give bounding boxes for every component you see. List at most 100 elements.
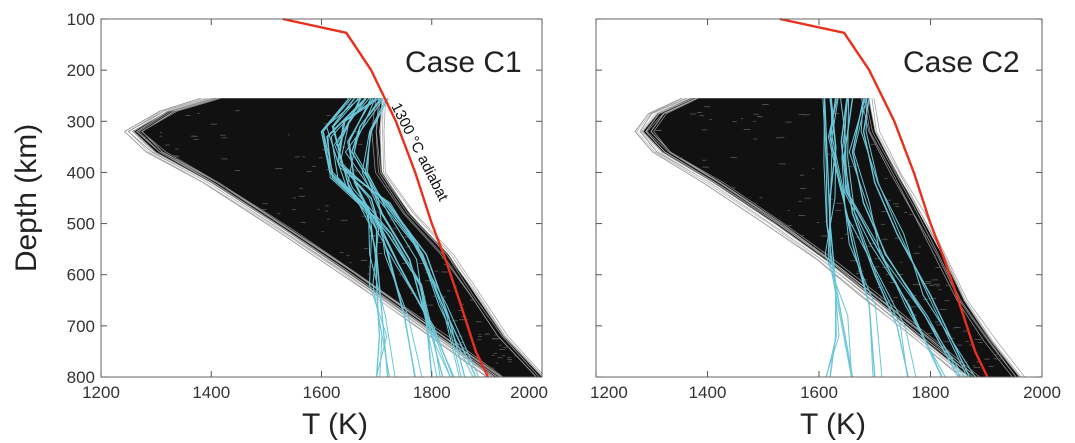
ensemble-speckle: [502, 355, 506, 357]
ensemble-speckle: [799, 188, 806, 189]
selected-profile-line: [325, 97, 460, 377]
selected-profile-line: [332, 98, 451, 377]
ensemble-speckle: [740, 118, 744, 119]
ensemble-speckle: [326, 218, 330, 220]
ensemble-speckle: [913, 252, 920, 254]
ensemble-speckle: [973, 367, 980, 368]
ensemble-speckle: [373, 211, 379, 213]
ensemble-speckle: [778, 163, 786, 165]
ensemble-speckle: [299, 187, 303, 189]
selected-profile-line: [827, 98, 874, 377]
ensemble-speckle: [889, 282, 896, 284]
ensemble-speckle: [955, 326, 958, 328]
ensemble-speckle: [291, 209, 296, 211]
selected-profile-line: [831, 98, 883, 377]
ensemble-speckle: [360, 260, 368, 261]
ensemble-speckle: [976, 361, 980, 363]
ensemble-speckle: [804, 197, 811, 199]
selected-profile-line: [348, 97, 381, 377]
ensemble-speckle: [955, 327, 961, 328]
ensemble-speckle: [383, 186, 391, 188]
ensemble-edge-profile: [375, 98, 537, 377]
ensemble-speckle: [210, 123, 217, 125]
ensemble-speckle: [799, 174, 805, 176]
x-tick-label: 1200: [590, 383, 628, 402]
ensemble-speckle: [931, 279, 939, 281]
y-axis-ticks: [596, 18, 1042, 378]
ensemble-speckle: [875, 266, 880, 268]
ensemble-speckle: [900, 261, 903, 263]
y-tick-label: 500: [67, 215, 95, 234]
ensemble-speckle: [870, 143, 875, 145]
ensemble-speckle: [731, 187, 736, 189]
ensemble-speckle: [354, 131, 361, 132]
y-tick-label: 400: [67, 163, 95, 182]
ensemble-speckle: [160, 132, 163, 133]
x-tick-label: 1600: [800, 383, 838, 402]
x-tick-label: 2000: [1023, 383, 1061, 402]
ensemble-speckle: [317, 208, 320, 210]
ensemble-speckle: [787, 210, 790, 211]
ensemble-speckle: [475, 321, 482, 323]
ensemble-speckle: [441, 257, 445, 259]
ensemble-speckle: [912, 284, 920, 285]
ensemble-edge-profile: [641, 97, 970, 377]
ensemble-speckle: [881, 211, 887, 212]
ensemble-edge-profile: [382, 98, 542, 377]
ensemble-speckle: [912, 314, 918, 316]
ensemble-edge-profile: [636, 97, 964, 377]
ensemble-speckle: [759, 197, 763, 199]
ensemble-speckle: [378, 253, 383, 254]
ensemble-speckle: [730, 157, 737, 158]
ensemble-speckle: [165, 144, 170, 146]
ensemble-speckle: [339, 252, 344, 253]
selected-profile-line: [860, 98, 976, 377]
ensemble-speckle: [503, 346, 509, 348]
ensemble-speckle: [803, 114, 811, 116]
ensemble-speckle: [995, 358, 1002, 360]
selected-profile-line: [330, 97, 454, 377]
ensemble-speckle: [785, 121, 792, 123]
ensemble-speckle: [856, 273, 860, 274]
y-tick-label: 800: [67, 368, 95, 387]
ensemble-speckle: [828, 244, 834, 246]
ensemble-speckle: [874, 258, 881, 260]
ensemble-speckle: [277, 213, 281, 215]
x-tick-label: 1800: [413, 383, 451, 402]
ensemble-speckle: [427, 304, 434, 306]
ensemble-speckle: [175, 156, 180, 157]
ensemble-edge-profile: [871, 98, 1022, 377]
ensemble-speckle: [432, 295, 436, 297]
ensemble-speckle: [934, 254, 937, 256]
ensemble-speckle: [925, 281, 932, 283]
ensemble-speckle: [850, 260, 857, 262]
ensemble-edge-profile: [868, 98, 1020, 377]
selected-profile-line: [843, 98, 909, 377]
selected-profile-line: [862, 98, 971, 377]
ensemble-speckle: [292, 197, 296, 199]
ensemble-edge-profile: [140, 97, 504, 377]
ensemble-speckle: [820, 252, 826, 254]
ensemble-edge-profile: [383, 98, 542, 375]
selected-profile-line: [840, 98, 943, 377]
ensemble-speckle: [884, 178, 888, 179]
ensemble-speckle: [918, 246, 921, 248]
ensemble-speckle: [867, 245, 872, 247]
ensemble-speckle: [753, 121, 756, 122]
selected-profile-line: [853, 98, 965, 377]
ensemble-speckle: [469, 299, 476, 301]
ensemble-speckle: [497, 357, 503, 359]
selected-profile-line: [865, 98, 968, 377]
y-tick-label: 100: [67, 10, 95, 29]
ensemble-speckle: [786, 225, 793, 226]
ensemble-speckle: [924, 282, 932, 284]
ensemble-speckle: [936, 285, 940, 287]
y-tick-label: 300: [67, 112, 95, 131]
ensemble-speckle: [995, 354, 1002, 356]
ensemble-speckle: [993, 358, 996, 359]
ensemble-speckle: [798, 200, 802, 202]
ensemble-speckle: [943, 341, 950, 343]
ensemble-speckle: [363, 248, 369, 250]
ensemble-speckle: [939, 309, 947, 310]
ensemble-speckle: [824, 235, 830, 237]
